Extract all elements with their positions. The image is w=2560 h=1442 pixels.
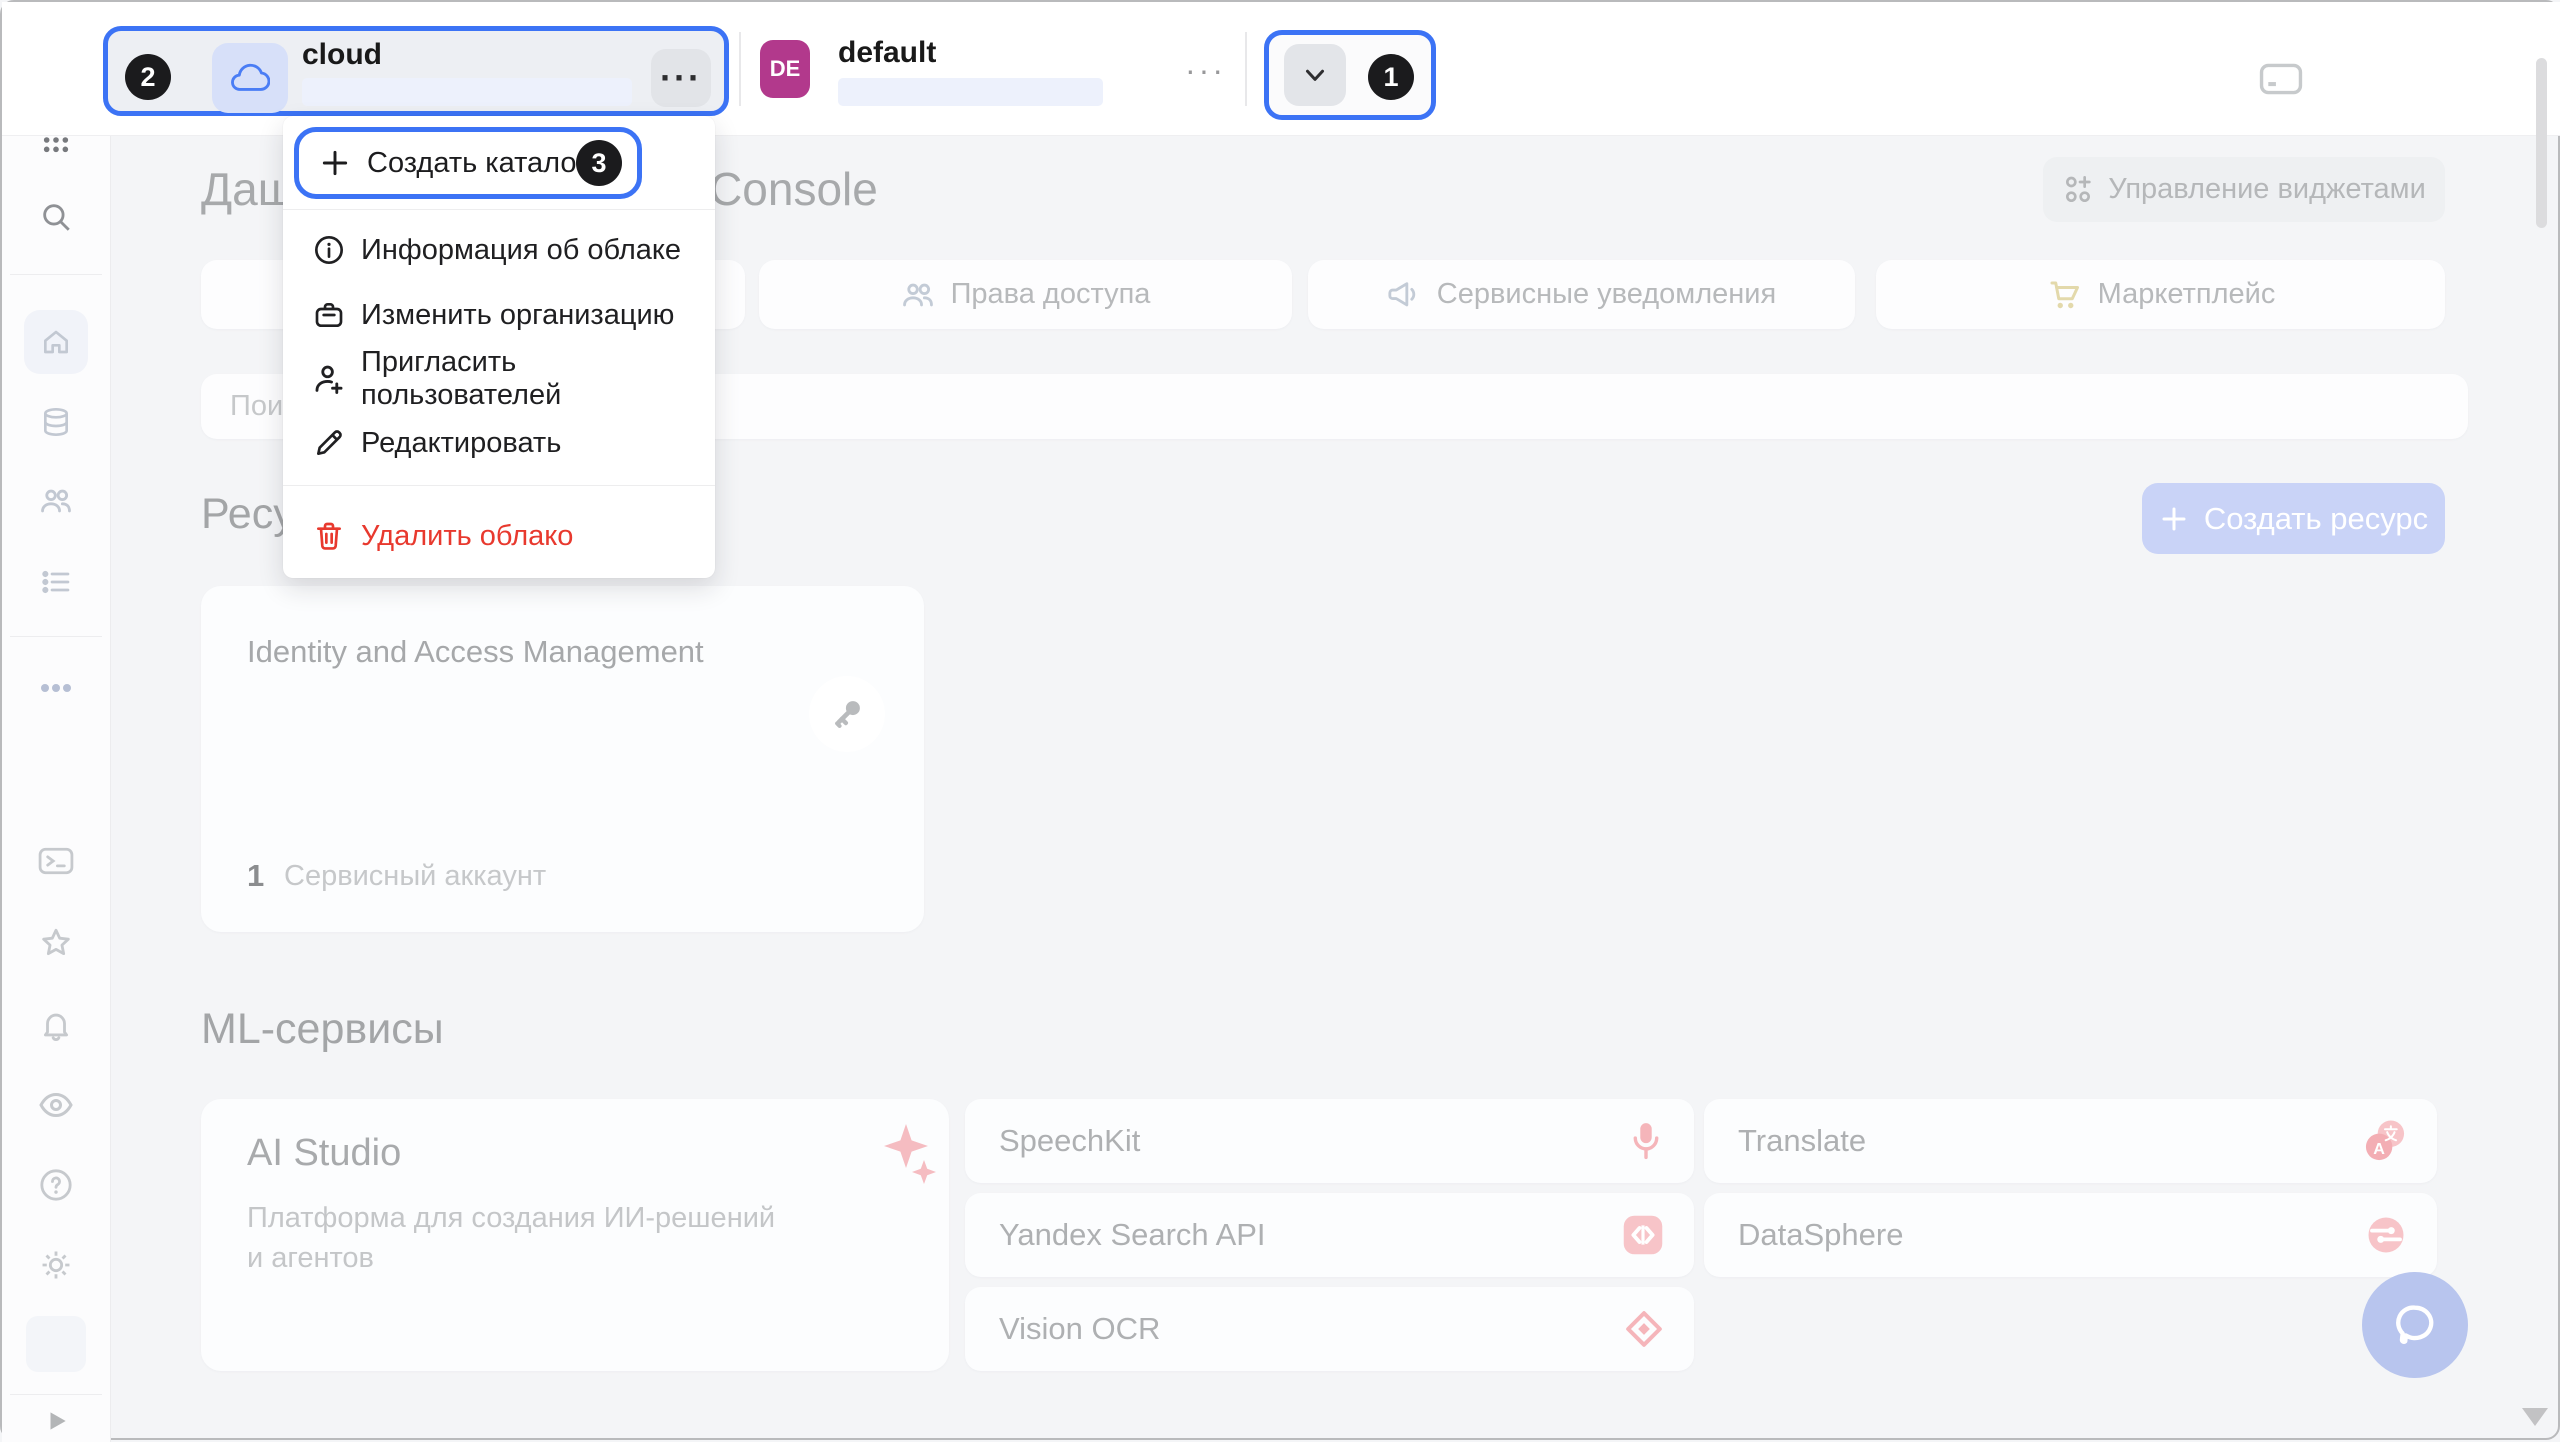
quick-action-marketplace[interactable]: Маркетплейс [1876,260,2445,329]
datasphere-icon [2365,1214,2407,1256]
sparkle-icon [882,1124,938,1189]
menu-item-delete-cloud[interactable]: Удалить облако [283,504,715,568]
topbar-divider [1245,32,1247,106]
cloud-id-redacted [302,78,632,106]
sidebar-item-home[interactable] [24,310,88,374]
favorites-star-icon[interactable] [2,926,110,960]
translate-card[interactable]: Translate A [1704,1099,2437,1183]
quick-action-access[interactable]: Права доступа [759,260,1292,329]
service-account-count: 1 [247,858,265,893]
sidebar-expand-arrow-icon[interactable] [44,1408,70,1439]
settings-gear-icon[interactable] [2,1248,110,1282]
folder-id-redacted [838,78,1103,106]
create-resource-button[interactable]: Создать ресурс [2142,483,2445,554]
search-api-card[interactable]: Yandex Search API [965,1193,1694,1277]
monitoring-eye-icon[interactable] [2,1090,110,1120]
megaphone-icon [1388,281,1415,306]
manage-widgets-label: Управление виджетами [2108,173,2426,205]
plus-icon [319,147,351,179]
widgets-icon [2066,175,2091,202]
sidebar-divider [10,274,102,275]
info-icon [312,234,346,266]
users-icon [902,283,933,306]
help-icon[interactable] [2,1168,110,1202]
key-icon [809,676,885,752]
chat-bubble-icon [2396,1305,2434,1344]
notifications-bell-icon[interactable] [2,1008,110,1042]
tutorial-step-badge-1: 1 [1368,54,1414,100]
vision-ocr-card[interactable]: Vision OCR [965,1287,1694,1371]
sidebar-divider [10,1394,102,1395]
scrollbar-thumb[interactable] [2536,58,2547,228]
menu-item-change-organization[interactable]: Изменить организацию [283,283,715,347]
menu-item-cloud-info[interactable]: Информация об облаке [283,218,715,282]
terminal-icon[interactable] [2,846,110,876]
iam-card-title: Identity and Access Management [247,634,704,669]
cloud-name: cloud [302,38,382,71]
datasphere-card[interactable]: DataSphere [1704,1193,2437,1277]
menu-item-edit[interactable]: Редактировать [283,411,715,475]
ai-studio-description: Платформа для создания ИИ-решений и аген… [247,1202,776,1274]
pencil-icon [312,427,346,459]
ai-studio-title: AI Studio [247,1132,402,1174]
svg-text:A: A [2373,1140,2385,1158]
vision-icon [1624,1309,1664,1349]
person-add-icon [312,362,346,396]
tutorial-step-badge-3: 3 [576,140,622,186]
menu-item-label: Создать каталог [367,146,588,179]
quick-action-notifications[interactable]: Сервисные уведомления [1308,260,1855,329]
user-avatar-placeholder[interactable] [26,1316,86,1372]
corner-scroll-indicator [2520,1406,2550,1433]
menu-item-invite-users[interactable]: Пригласить пользователей [283,346,715,411]
code-icon [1622,1214,1664,1256]
service-account-label: Сервисный аккаунт [284,860,547,892]
tutorial-step-badge-2: 2 [125,54,171,100]
speechkit-card[interactable]: SpeechKit [965,1099,1694,1183]
folder-avatar: DE [760,40,810,98]
ml-services-heading: ML-сервисы [201,1005,444,1053]
microphone-icon [1628,1121,1664,1161]
support-chat-button[interactable] [2362,1272,2468,1378]
cloud-more-button[interactable]: ··· [651,49,711,107]
sidebar-item-operations-list[interactable] [2,566,110,598]
folder-more-button[interactable]: ··· [1185,52,1226,88]
cloud-icon [212,43,288,113]
menu-divider [283,485,715,486]
plus-icon [2162,507,2186,530]
breadcrumb-expand-button[interactable] [1284,44,1346,106]
billing-highlight-area [2302,50,2418,106]
sidebar-item-users[interactable] [2,484,110,518]
manage-widgets-button[interactable]: Управление виджетами [2043,157,2445,222]
sidebar-divider [10,636,102,637]
briefcase-icon [312,299,346,331]
sidebar-more-icon[interactable] [2,678,110,698]
menu-divider [283,209,715,210]
trash-icon [312,520,346,552]
ai-studio-card[interactable] [201,1099,949,1371]
translate-icon: A [2363,1119,2407,1163]
sidebar-item-resources[interactable] [2,406,110,438]
billing-card-icon[interactable] [2259,61,2303,102]
topbar-divider [739,32,741,106]
folder-name[interactable]: default [838,36,937,69]
sidebar [2,2,111,1442]
iam-card[interactable] [201,586,924,932]
cart-icon [2050,281,2079,308]
search-icon[interactable] [2,200,110,234]
